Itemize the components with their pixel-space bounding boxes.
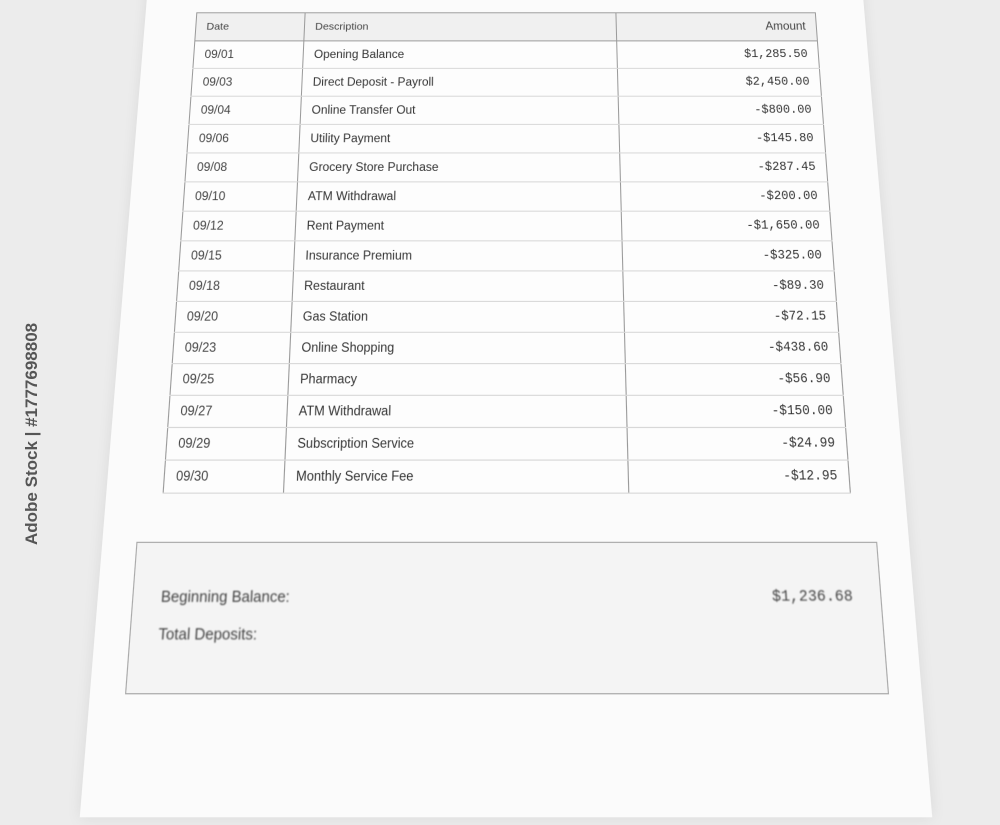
- table-row: 09/25 Pharmacy -$56.90: [169, 363, 844, 396]
- description-cell: Direct Deposit - Payroll: [301, 68, 619, 97]
- amount-cell: -$89.30: [622, 270, 837, 302]
- date-cell: 09/10: [182, 181, 298, 212]
- table-row: 09/01 Opening Balance $1,285.50: [192, 40, 820, 69]
- table-row: 09/08 Grocery Store Purchase -$287.45: [184, 152, 828, 182]
- table-row: 09/15 Insurance Premium -$325.00: [178, 240, 835, 271]
- date-cell: 09/23: [172, 332, 291, 364]
- table-row: 09/23 Online Shopping -$438.60: [172, 332, 841, 364]
- date-cell: 09/18: [176, 270, 294, 302]
- date-cell: 09/06: [186, 124, 301, 153]
- description-cell: Insurance Premium: [293, 240, 623, 271]
- date-cell: 09/30: [163, 460, 285, 494]
- table-header-row: Date Description Amount: [194, 12, 818, 41]
- table-row: 09/06 Utility Payment -$145.80: [186, 124, 826, 153]
- scene: Date Description Amount 09/01 Opening Bal…: [79, 0, 933, 818]
- watermark-text: Adobe Stock | #1777698808: [22, 322, 41, 545]
- description-cell: Rent Payment: [294, 211, 623, 241]
- description-cell: Grocery Store Purchase: [297, 152, 621, 182]
- amount-cell: -$800.00: [618, 96, 824, 125]
- date-cell: 09/08: [184, 152, 299, 182]
- beginning-balance-label: Beginning Balance:: [160, 586, 291, 606]
- beginning-balance-value: $1,236.68: [771, 586, 854, 606]
- description-cell: ATM Withdrawal: [296, 181, 622, 212]
- table-row: 09/30 Monthly Service Fee -$12.95: [163, 460, 851, 494]
- table-row: 09/04 Online Transfer Out -$800.00: [188, 96, 824, 125]
- date-cell: 09/12: [180, 211, 297, 241]
- table-row: 09/18 Restaurant -$89.30: [176, 270, 837, 302]
- table-row: 09/12 Rent Payment -$1,650.00: [180, 211, 832, 241]
- header-amount: Amount: [615, 12, 818, 41]
- description-cell: Gas Station: [290, 301, 625, 333]
- description-cell: Pharmacy: [287, 363, 627, 396]
- description-cell: Utility Payment: [298, 124, 620, 153]
- summary-box: Beginning Balance: $1,236.68 Total Depos…: [124, 541, 890, 695]
- date-cell: 09/03: [190, 68, 303, 97]
- description-cell: Monthly Service Fee: [283, 460, 629, 494]
- table-row: 09/03 Direct Deposit - Payroll $2,450.00: [190, 68, 822, 97]
- amount-cell: -$325.00: [622, 240, 835, 271]
- amount-cell: -$438.60: [624, 332, 841, 364]
- description-cell: Subscription Service: [284, 427, 628, 461]
- amount-cell: -$1,650.00: [621, 211, 832, 241]
- header-description: Description: [303, 12, 617, 41]
- amount-cell: -$287.45: [619, 152, 828, 182]
- date-cell: 09/29: [165, 427, 287, 461]
- table-row: 09/29 Subscription Service -$24.99: [165, 427, 848, 461]
- table-row: 09/27 ATM Withdrawal -$150.00: [167, 395, 846, 428]
- transactions-table: Date Description Amount 09/01 Opening Bal…: [162, 12, 851, 494]
- amount-cell: -$56.90: [625, 363, 844, 396]
- amount-cell: $1,285.50: [616, 40, 820, 69]
- amount-cell: -$24.99: [627, 427, 848, 461]
- description-cell: ATM Withdrawal: [286, 395, 628, 428]
- date-cell: 09/27: [167, 395, 288, 428]
- table-row: 09/20 Gas Station -$72.15: [174, 301, 839, 333]
- description-cell: Online Shopping: [289, 332, 626, 364]
- table-row: 09/10 ATM Withdrawal -$200.00: [182, 181, 830, 212]
- date-cell: 09/20: [174, 301, 293, 333]
- header-date: Date: [194, 12, 306, 41]
- date-cell: 09/25: [169, 363, 290, 396]
- description-cell: Online Transfer Out: [300, 96, 619, 125]
- amount-cell: $2,450.00: [617, 68, 822, 97]
- amount-cell: -$145.80: [618, 124, 826, 153]
- total-deposits-label: Total Deposits:: [157, 623, 258, 643]
- date-cell: 09/01: [192, 40, 304, 69]
- beginning-balance-row: Beginning Balance: $1,236.68: [132, 577, 882, 614]
- amount-cell: -$12.95: [627, 460, 851, 494]
- date-cell: 09/15: [178, 240, 295, 271]
- date-cell: 09/04: [188, 96, 302, 125]
- total-deposits-row: Total Deposits:: [129, 614, 884, 652]
- amount-cell: -$150.00: [626, 395, 846, 428]
- description-cell: Restaurant: [292, 270, 624, 302]
- amount-cell: -$72.15: [623, 301, 839, 333]
- statement-page: Date Description Amount 09/01 Opening Bal…: [79, 0, 933, 818]
- description-cell: Opening Balance: [302, 40, 618, 69]
- amount-cell: -$200.00: [620, 181, 830, 212]
